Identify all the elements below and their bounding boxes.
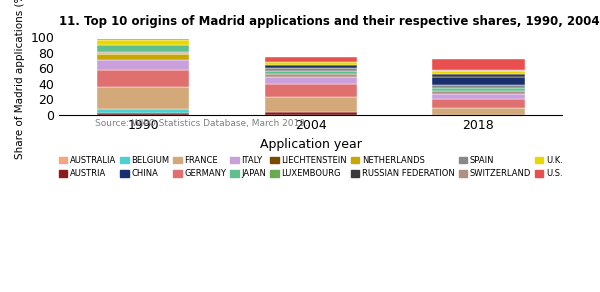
Bar bbox=[433, 85, 524, 88]
Bar bbox=[433, 99, 524, 108]
Bar bbox=[265, 74, 357, 77]
Bar bbox=[433, 77, 524, 85]
Bar bbox=[97, 54, 189, 60]
Bar bbox=[265, 97, 357, 112]
Bar bbox=[265, 84, 357, 97]
X-axis label: Application year: Application year bbox=[260, 138, 362, 151]
Bar bbox=[97, 88, 189, 109]
Bar bbox=[97, 39, 189, 45]
Bar bbox=[97, 52, 189, 53]
Bar bbox=[433, 74, 524, 77]
Text: 11. Top 10 origins of Madrid applications and their respective shares, 1990, 200: 11. Top 10 origins of Madrid application… bbox=[59, 15, 600, 28]
Bar bbox=[97, 113, 189, 114]
Bar bbox=[433, 88, 524, 91]
Bar bbox=[97, 60, 189, 70]
Bar bbox=[265, 57, 357, 62]
Bar bbox=[265, 65, 357, 68]
Bar bbox=[433, 70, 524, 71]
Bar bbox=[433, 71, 524, 74]
Bar bbox=[433, 94, 524, 99]
Bar bbox=[97, 109, 189, 113]
Bar bbox=[433, 108, 524, 114]
Bar bbox=[265, 77, 357, 84]
Bar bbox=[97, 70, 189, 88]
Bar bbox=[265, 62, 357, 65]
Bar bbox=[97, 45, 189, 52]
Bar bbox=[265, 112, 357, 114]
Text: Source: WIPO Statistics Database, March 2019.: Source: WIPO Statistics Database, March … bbox=[95, 119, 307, 128]
Bar bbox=[97, 53, 189, 54]
Bar bbox=[265, 71, 357, 74]
Legend: AUSTRALIA, AUSTRIA, BELGIUM, CHINA, FRANCE, GERMANY, ITALY, JAPAN, LIECHTENSTEIN: AUSTRALIA, AUSTRIA, BELGIUM, CHINA, FRAN… bbox=[56, 153, 566, 182]
Bar bbox=[433, 59, 524, 70]
Bar bbox=[265, 68, 357, 71]
Bar bbox=[433, 91, 524, 94]
Y-axis label: Share of Madrid applications (%): Share of Madrid applications (%) bbox=[15, 0, 25, 159]
